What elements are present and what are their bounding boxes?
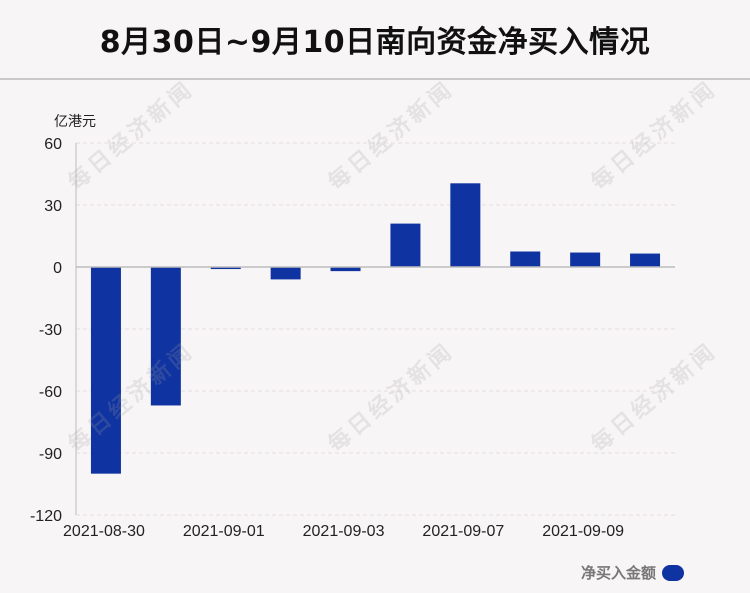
bar xyxy=(270,267,301,280)
bar xyxy=(90,267,121,474)
y-tick-label: 30 xyxy=(44,198,62,215)
bar xyxy=(150,267,181,406)
bar xyxy=(510,251,541,267)
y-axis-label: 亿港元 xyxy=(54,114,96,130)
bar xyxy=(630,253,661,267)
y-tick-label: -60 xyxy=(39,384,62,401)
bar xyxy=(390,223,421,267)
x-tick-label: 2021-09-03 xyxy=(303,523,385,540)
x-tick-label: 2021-08-30 xyxy=(63,523,145,540)
bar xyxy=(450,183,481,267)
x-tick-label: 2021-09-07 xyxy=(422,523,504,540)
y-tick-label: 60 xyxy=(44,136,62,153)
legend: 净买入金额 xyxy=(581,562,684,583)
chart-title: 8月30日~9月10日南向资金净买入情况 xyxy=(99,25,651,60)
bar xyxy=(570,252,601,267)
legend-swatch xyxy=(662,564,684,581)
x-tick-label: 2021-09-01 xyxy=(183,523,265,540)
y-tick-label: 0 xyxy=(53,260,62,277)
y-tick-label: -120 xyxy=(30,508,62,525)
y-tick-label: -90 xyxy=(39,446,62,463)
legend-label: 净买入金额 xyxy=(580,564,656,582)
title-bar: 8月30日~9月10日南向资金净买入情况 xyxy=(0,0,750,80)
x-tick-label: 2021-09-09 xyxy=(542,523,624,540)
bar xyxy=(330,267,361,272)
y-tick-label: -30 xyxy=(39,322,62,339)
bar xyxy=(210,267,241,270)
